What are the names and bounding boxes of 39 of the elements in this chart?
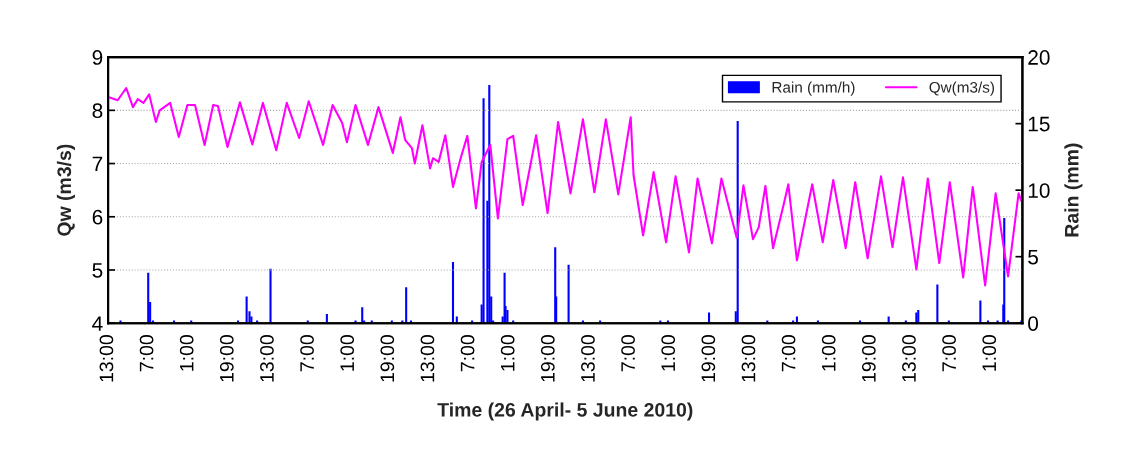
x-tick-label: 7:00 [942,335,956,372]
legend-label: Qw(m3/s) [929,81,994,96]
y-axis-title: Qw (m3/s) [56,144,75,236]
x-tick-label: 19:00 [219,335,234,382]
x-tick-label: 1:00 [982,335,997,371]
x-tick-label: 7:00 [621,335,635,372]
x-tick-label: 13:00 [99,335,114,382]
y-tick-label: 9 [92,50,103,65]
x-tick-label: 19:00 [701,335,716,382]
x-tick-label: 1:00 [661,335,676,371]
y-tick-label: 6 [92,209,103,225]
x-tick-label: 13:00 [260,335,274,382]
x-tick-label: 1:00 [179,335,194,371]
x-tick-label: 19:00 [861,335,876,382]
y2-tick-label: 10 [1028,183,1050,198]
x-tick-label: 7:00 [300,335,314,372]
x-tick-label: 13:00 [581,335,595,382]
y2-tick-label: 5 [1028,249,1038,265]
x-tick-label: 1:00 [340,335,355,371]
legend-label: Rain (mm/h) [772,81,855,96]
y2-tick-label: 15 [1028,116,1050,132]
x-tick-label: 7:00 [139,335,154,372]
y-tick-label: 8 [92,103,103,119]
x-tick-label: 7:00 [460,335,475,372]
y-tick-label: 5 [92,263,103,278]
x-tick-label: 13:00 [741,335,756,382]
x-tick-label: 19:00 [540,335,555,382]
x-tick-label: 1:00 [500,335,515,371]
y2-tick-label: 20 [1028,50,1050,65]
x-tick-label: 19:00 [380,335,395,382]
y-tick-label: 4 [92,316,103,331]
x-tick-label: 1:00 [821,335,836,371]
y2-tick-label: 0 [1028,316,1039,331]
x-axis-title: Time (26 April- 5 June 2010) [437,402,693,421]
x-tick-label: 13:00 [902,335,916,382]
x-tick-label: 7:00 [781,335,796,372]
x-tick-label: 13:00 [420,335,435,382]
y2-axis-title: Rain (mm) [1064,143,1083,237]
y-tick-label: 7 [92,156,103,172]
